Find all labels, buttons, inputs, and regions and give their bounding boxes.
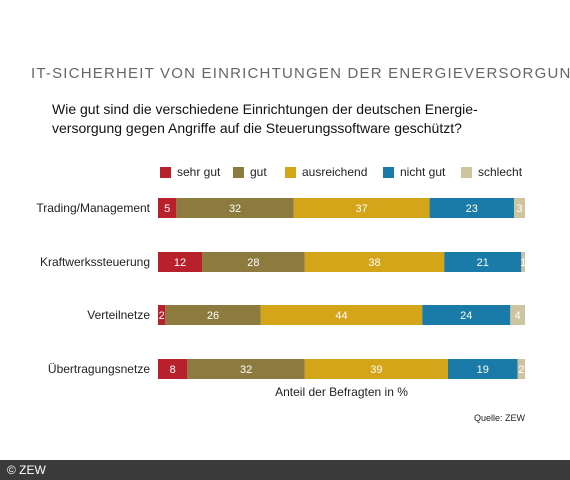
bar-segment bbox=[304, 359, 448, 379]
legend-swatch bbox=[383, 166, 394, 178]
bar-segment bbox=[293, 198, 430, 218]
data-label: 28 bbox=[247, 257, 259, 269]
bar-segment bbox=[158, 305, 166, 325]
data-label: 5 bbox=[164, 203, 170, 215]
data-label: 19 bbox=[477, 364, 489, 376]
bar-segment bbox=[447, 359, 518, 379]
data-label: 32 bbox=[229, 203, 241, 215]
legend-label: sehr gut bbox=[177, 165, 221, 179]
data-label: 37 bbox=[356, 203, 368, 215]
bar-segment bbox=[158, 198, 177, 218]
data-label: 38 bbox=[368, 257, 380, 269]
data-label: 26 bbox=[207, 310, 219, 322]
legend-label: nicht gut bbox=[400, 165, 446, 179]
category-label: Trading/Management bbox=[36, 201, 150, 215]
category-label: Kraftwerkssteuerung bbox=[40, 255, 150, 269]
data-label: 2 bbox=[159, 310, 165, 322]
legend-label: ausreichend bbox=[302, 165, 368, 179]
bar-segment bbox=[521, 252, 525, 272]
legend-item: nicht gut bbox=[383, 165, 445, 179]
data-label: 8 bbox=[170, 364, 176, 376]
category-label: Übertragungsnetze bbox=[48, 362, 150, 376]
legend-item: sehr gut bbox=[160, 165, 220, 179]
chart-question: Wie gut sind die verschiedene Einrichtun… bbox=[52, 101, 478, 136]
data-label: 24 bbox=[460, 310, 472, 322]
data-label: 4 bbox=[515, 310, 521, 322]
bar-segment bbox=[158, 359, 188, 379]
legend-label: schlecht bbox=[478, 165, 523, 179]
legend-item: gut bbox=[233, 165, 267, 179]
data-label: 23 bbox=[466, 203, 478, 215]
data-label: 1 bbox=[520, 257, 526, 269]
bar-segment bbox=[165, 305, 261, 325]
bar-segment bbox=[176, 198, 294, 218]
data-label: 39 bbox=[370, 364, 382, 376]
data-label: 21 bbox=[477, 257, 489, 269]
bar-segment bbox=[422, 305, 511, 325]
legend: sehr gut gut ausreichend nicht gut schlecht bbox=[0, 165, 570, 181]
bar-segment bbox=[444, 252, 522, 272]
source-note: Quelle: ZEW bbox=[473, 413, 525, 423]
legend-label: gut bbox=[250, 165, 267, 179]
bar-segment bbox=[304, 252, 445, 272]
bar-segment bbox=[510, 305, 525, 325]
bar-segment bbox=[429, 198, 514, 218]
data-label: 12 bbox=[174, 257, 186, 269]
data-label: 32 bbox=[240, 364, 252, 376]
data-label: 44 bbox=[335, 310, 347, 322]
legend-swatch bbox=[160, 166, 171, 178]
legend-swatch bbox=[233, 166, 244, 178]
bar-segment bbox=[513, 198, 525, 218]
chart-plot: Trading/Management 5 32 37 23 3 Kraftwerkssteu… bbox=[36, 198, 526, 379]
bar-segment bbox=[187, 359, 305, 379]
bar-segment bbox=[202, 252, 305, 272]
bar-segment bbox=[260, 305, 423, 325]
bar-segment bbox=[158, 252, 203, 272]
chart-title: IT-SICHERHEIT VON EINRICHTUNGEN DER ENER… bbox=[31, 65, 570, 82]
category-label: Verteilnetze bbox=[87, 308, 150, 322]
data-label: 3 bbox=[516, 203, 522, 215]
legend-swatch bbox=[285, 166, 296, 178]
copyright-text: © ZEW bbox=[7, 463, 46, 477]
legend-swatch bbox=[461, 166, 472, 178]
legend-item: ausreichend bbox=[285, 165, 367, 179]
bar-segment bbox=[517, 359, 525, 379]
data-label: 2 bbox=[518, 364, 524, 376]
footer-bar: © ZEW bbox=[0, 460, 570, 480]
x-axis-label: Anteil der Befragten in % bbox=[275, 385, 408, 399]
legend-item: schlecht bbox=[461, 165, 522, 179]
